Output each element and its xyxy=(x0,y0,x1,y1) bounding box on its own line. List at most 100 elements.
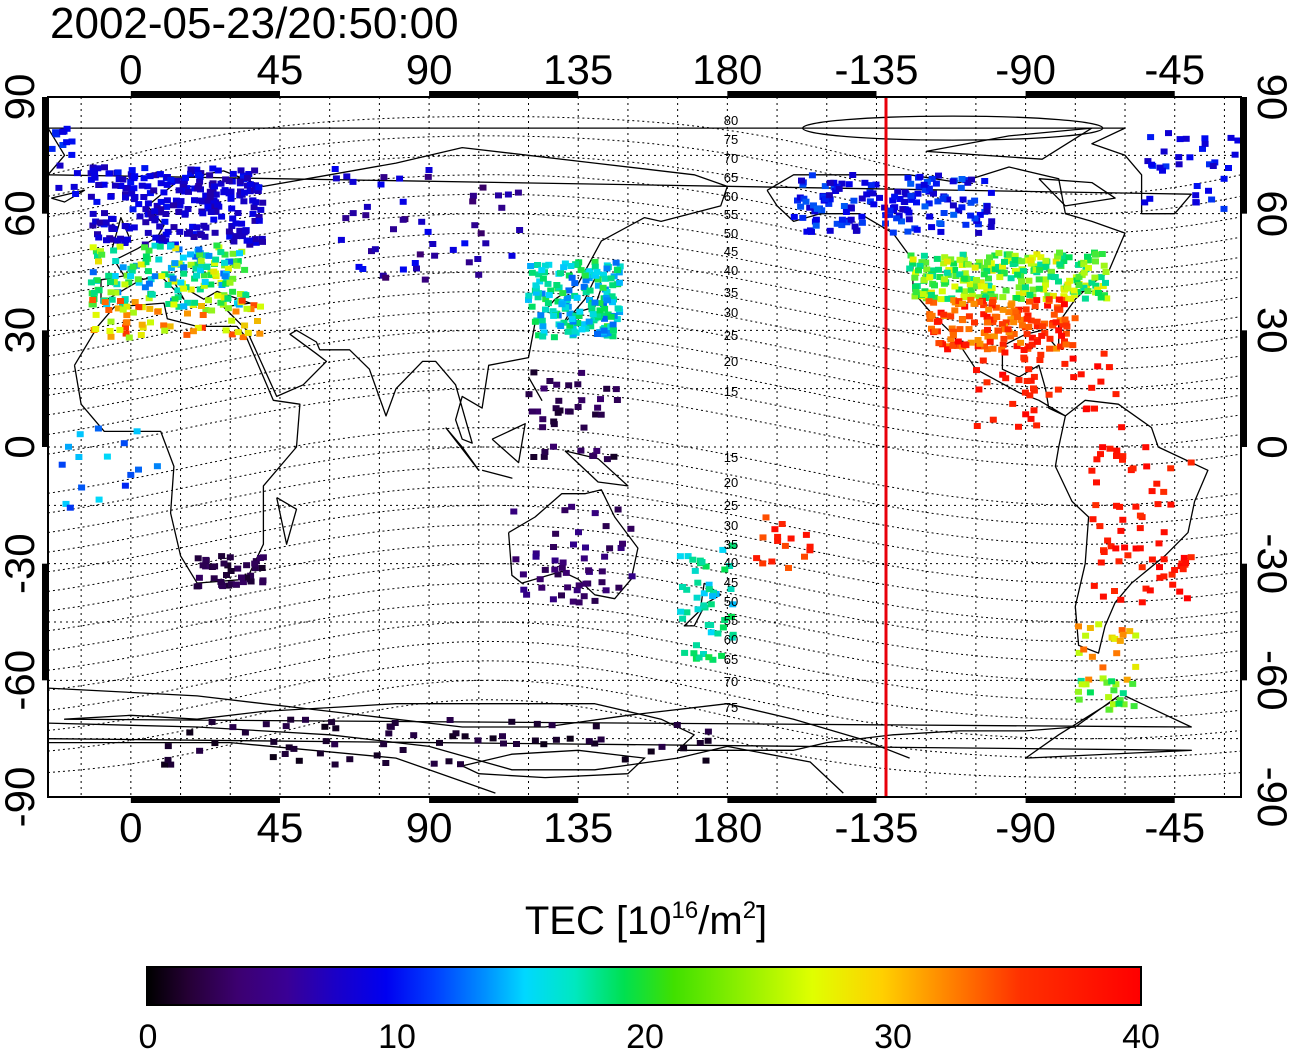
tec-data-point xyxy=(531,737,539,744)
tec-data-point xyxy=(570,541,577,548)
tec-data-point xyxy=(1046,345,1054,352)
tec-data-point xyxy=(1053,345,1060,352)
tec-data-point xyxy=(1192,199,1200,206)
colorbar-title: TEC [1016/m2] xyxy=(0,898,1292,944)
tec-data-point xyxy=(980,283,988,290)
tec-data-point xyxy=(931,282,938,289)
tec-data-point xyxy=(230,238,238,245)
tec-data-point xyxy=(960,256,968,263)
tec-data-point xyxy=(959,317,967,324)
tec-data-point xyxy=(965,326,973,333)
tec-data-point xyxy=(1179,566,1187,573)
tec-data-point xyxy=(331,166,339,172)
lon-label-bottom: 135 xyxy=(543,804,613,851)
tec-data-point xyxy=(122,185,130,192)
tec-data-point xyxy=(135,201,143,208)
magnetic-contour xyxy=(48,154,1241,234)
tec-data-point xyxy=(980,271,988,278)
tec-data-point xyxy=(1120,701,1128,708)
tec-data-point xyxy=(536,278,544,285)
magnetic-contour-solid xyxy=(48,722,844,794)
tec-data-point xyxy=(851,223,859,230)
tec-world-map: 80 75 70 65 60 55 50 45 40 35 30 25 20 15 15 20 25 30 35 40… xyxy=(0,46,1292,851)
tec-data-point xyxy=(167,177,175,183)
tec-data-point xyxy=(101,299,109,306)
colorbar-title-end: ] xyxy=(756,899,768,943)
contour-label: 30 xyxy=(724,305,738,320)
tec-data-point xyxy=(1056,249,1063,256)
tec-data-point xyxy=(445,758,453,765)
frame-tick-top xyxy=(727,91,877,97)
lat-label-right: -90 xyxy=(1249,767,1292,828)
tec-data-point xyxy=(1001,349,1009,356)
tec-data-point xyxy=(346,756,354,763)
tec-data-point xyxy=(1037,254,1045,261)
tec-data-point xyxy=(896,196,904,202)
tec-data-point xyxy=(140,194,148,200)
tec-data-point xyxy=(802,198,810,205)
tec-data-point xyxy=(913,226,921,233)
tec-data-point xyxy=(1129,465,1137,472)
tec-data-point xyxy=(258,565,266,571)
lon-label-top: 90 xyxy=(406,46,453,93)
tec-data-point xyxy=(821,196,829,203)
tec-data-point xyxy=(194,555,202,562)
tec-data-point xyxy=(479,184,487,191)
tec-data-point xyxy=(707,629,715,636)
tec-data-point xyxy=(114,169,122,176)
tec-data-point xyxy=(229,250,237,257)
tec-data-point xyxy=(1097,451,1104,458)
tec-data-point xyxy=(145,247,153,254)
tec-data-point xyxy=(123,312,131,319)
tec-data-point xyxy=(218,553,226,560)
contour-label: 15 xyxy=(724,450,738,465)
tec-data-point xyxy=(1176,588,1184,595)
tec-data-point xyxy=(171,241,179,248)
tec-data-point xyxy=(536,576,544,583)
colorbar-tick-30: 30 xyxy=(874,1018,912,1056)
tec-data-point xyxy=(1225,165,1232,171)
tec-data-point xyxy=(821,183,829,190)
tec-data-point xyxy=(580,555,588,562)
tec-data-point xyxy=(70,183,78,190)
tec-data-point xyxy=(1024,312,1032,319)
tec-data-point xyxy=(142,219,150,226)
tec-data-point xyxy=(62,500,70,507)
tec-data-point xyxy=(919,291,927,298)
tec-data-point xyxy=(1000,335,1008,342)
tec-data-point xyxy=(164,756,172,763)
tec-data-point xyxy=(700,602,708,609)
tec-data-point xyxy=(920,276,928,283)
tec-data-point xyxy=(1147,134,1155,141)
tec-data-point xyxy=(575,582,583,589)
tec-data-point xyxy=(196,251,204,258)
tec-data-point xyxy=(237,188,244,195)
coastline-segment xyxy=(445,427,480,471)
tec-data-point xyxy=(244,175,251,181)
tec-data-point xyxy=(1042,281,1049,288)
tec-data-point xyxy=(1121,544,1129,551)
tec-data-point xyxy=(199,312,207,318)
tec-data-point xyxy=(544,300,552,307)
tec-data-point xyxy=(186,229,193,236)
tec-data-point xyxy=(935,172,942,179)
tec-data-point xyxy=(568,316,576,323)
tec-data-point xyxy=(936,274,944,280)
tec-data-point xyxy=(1144,158,1152,165)
tec-data-point xyxy=(552,405,560,412)
tec-data-point xyxy=(1004,254,1012,261)
tec-data-point xyxy=(573,294,581,301)
tec-data-point xyxy=(832,188,840,194)
tec-data-point xyxy=(1082,406,1090,413)
tec-data-point xyxy=(234,565,242,572)
tec-data-point xyxy=(1182,559,1190,566)
tec-data-point xyxy=(586,287,594,294)
tec-data-point xyxy=(247,572,255,579)
tec-data-point xyxy=(59,142,67,148)
tec-data-point xyxy=(78,484,86,491)
tec-data-point xyxy=(710,589,717,596)
lon-label-bottom: 180 xyxy=(692,804,762,851)
tec-data-point xyxy=(592,411,600,418)
tec-data-point xyxy=(580,593,588,600)
tec-data-point xyxy=(1108,678,1116,685)
